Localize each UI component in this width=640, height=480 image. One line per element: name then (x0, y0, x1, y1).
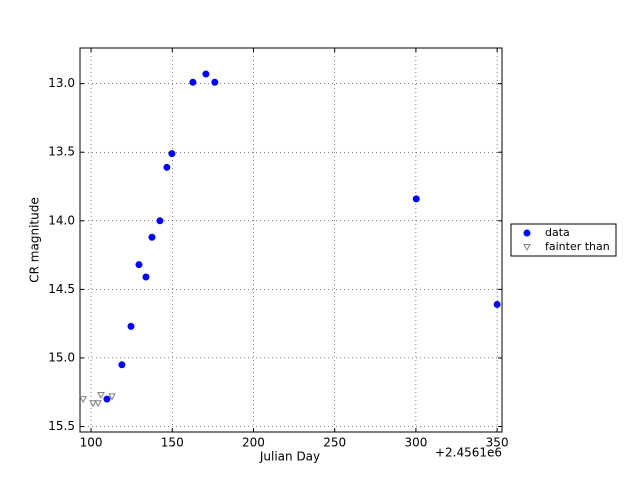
data-point (211, 78, 219, 86)
y-axis-label: CR magnitude (28, 197, 42, 282)
y-tick-label: 15.5 (48, 419, 75, 433)
data-point (202, 70, 210, 78)
legend-box (510, 223, 617, 257)
data-point (89, 400, 97, 408)
x-tick-label: 150 (161, 436, 184, 450)
legend-label: data (545, 226, 570, 239)
x-axis-label: Julian Day (259, 450, 320, 464)
data-point (97, 391, 105, 400)
data-point (163, 163, 171, 171)
data-point (148, 233, 156, 241)
y-tick-label: 15.0 (48, 350, 75, 364)
y-tick-label: 13.5 (48, 145, 75, 159)
x-offset-label: +2.4561e6 (435, 446, 502, 460)
y-tick-label: 14.5 (48, 282, 75, 296)
legend-label: fainter than (545, 240, 610, 253)
legend-marker (523, 229, 531, 237)
data-point (79, 396, 87, 404)
x-tick-label: 300 (404, 436, 427, 450)
legend-marker (523, 244, 531, 252)
data-point (108, 393, 116, 401)
data-point (127, 322, 135, 330)
data-point (135, 261, 143, 269)
data-point (168, 150, 176, 158)
plot-frame (79, 47, 503, 433)
data-point (156, 217, 164, 225)
data-point (94, 400, 102, 408)
data-point (118, 361, 126, 369)
x-tick-label: 250 (323, 436, 346, 450)
data-point (189, 78, 197, 86)
x-tick-label: 350 (486, 436, 509, 450)
y-tick-label: 14.0 (48, 213, 75, 227)
x-tick-label: 100 (80, 436, 103, 450)
data-point (493, 300, 501, 308)
x-tick-label: 200 (242, 436, 265, 450)
data-point (412, 195, 420, 203)
data-point (103, 395, 111, 403)
y-tick-label: 13.0 (48, 76, 75, 90)
data-point (142, 273, 150, 281)
